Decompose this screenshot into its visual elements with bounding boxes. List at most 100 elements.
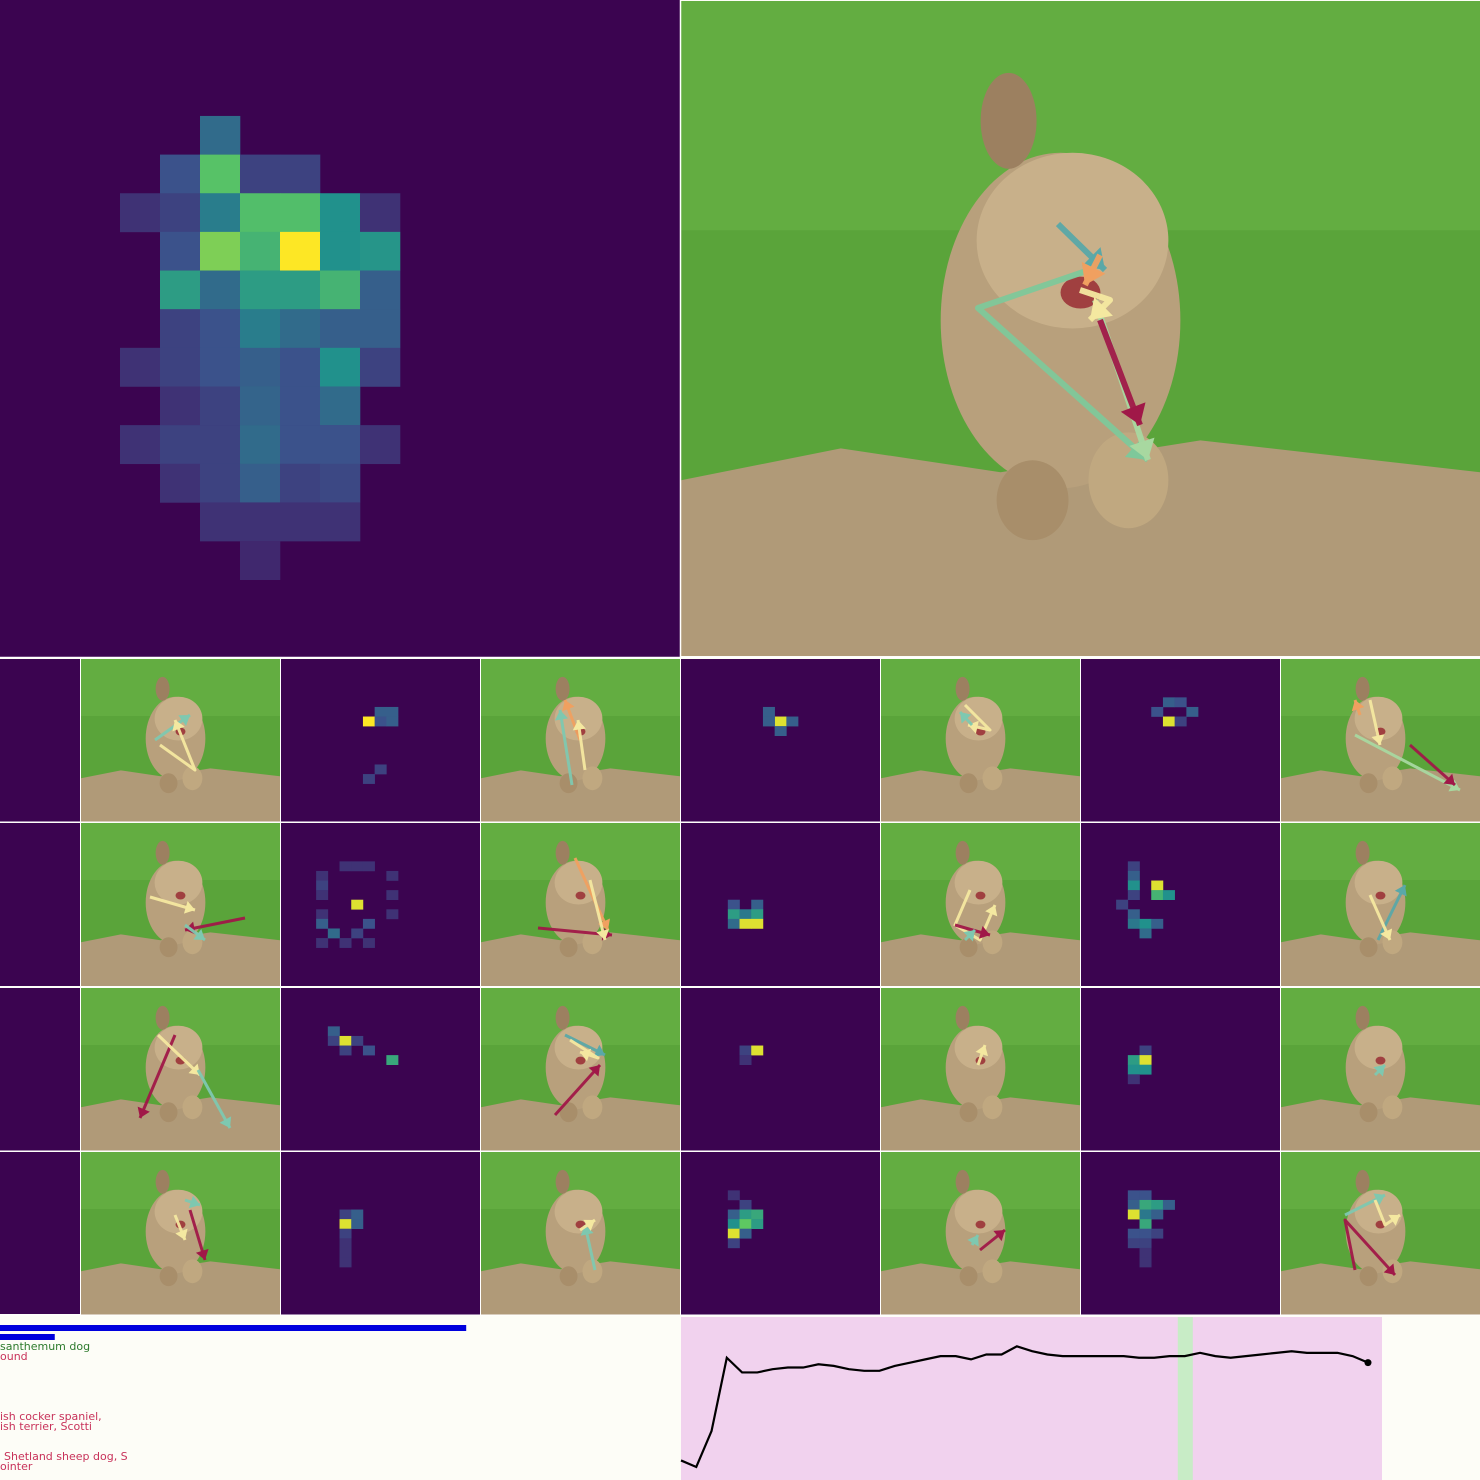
panel-dividers <box>0 0 1480 1315</box>
small-photo <box>1281 1152 1480 1315</box>
heatmap-cell <box>200 193 241 233</box>
attention-arrow <box>1376 884 1407 941</box>
heatmap-cell <box>774 726 787 737</box>
dog-leg <box>982 1259 1003 1284</box>
small-heatmap <box>681 988 880 1151</box>
arrow-head <box>593 1044 605 1057</box>
heatmap-cell <box>786 716 799 727</box>
heatmap-cell <box>339 1219 352 1230</box>
arrow-head <box>960 712 972 724</box>
dog-leg <box>159 1102 178 1123</box>
arrow-head <box>993 1230 1005 1242</box>
heatmap-cell <box>386 1055 399 1066</box>
heatmap-cell <box>200 154 241 194</box>
dirt-mound <box>881 768 1080 822</box>
dog-leg <box>1359 773 1378 794</box>
small-photo <box>1281 823 1480 986</box>
plot-background <box>681 1317 1382 1480</box>
heatmap-cell <box>160 270 201 310</box>
dog-tail <box>1355 676 1370 701</box>
heatmap-cell <box>362 861 375 872</box>
arrow-head <box>583 1219 595 1231</box>
heatmap-cell <box>1151 880 1164 891</box>
heatmap-cell <box>1127 861 1140 872</box>
class-label: ointer <box>0 1460 33 1473</box>
arrow-head <box>580 1225 594 1236</box>
small-heatmap <box>681 659 880 822</box>
heatmap-cell <box>160 463 201 503</box>
heatmap-cell <box>320 231 361 271</box>
heatmap-cell <box>386 870 399 881</box>
heatmap-cell <box>280 154 321 194</box>
heatmap-cell <box>360 347 401 387</box>
heatmap-cell <box>327 928 340 939</box>
line-plot <box>680 1317 1382 1480</box>
heatmap-cell <box>1139 1190 1152 1201</box>
dog-leg <box>559 1266 578 1287</box>
heatmap-cell <box>200 309 241 349</box>
dog-head <box>954 1025 1003 1070</box>
heatmap-cell <box>339 938 352 948</box>
heatmap-cell <box>316 870 329 881</box>
small-heatmap <box>681 1152 880 1315</box>
dog-tail <box>955 676 970 701</box>
heatmap-cell <box>362 918 375 929</box>
heatmap-cell <box>240 425 281 465</box>
heatmap-cell <box>280 193 321 233</box>
heatmap-cell <box>1139 918 1152 929</box>
dog-tongue <box>575 1056 586 1065</box>
heatmap-cell <box>280 502 321 542</box>
arrow-head <box>1373 1065 1385 1077</box>
top-attention-arrows <box>975 221 1155 463</box>
top-attention-heatmap <box>0 0 680 657</box>
arrow-head <box>188 1195 200 1209</box>
heatmap-cell <box>1151 706 1164 717</box>
heatmap-cell <box>1139 1219 1152 1230</box>
small-heatmap <box>0 659 80 822</box>
heatmap-cell <box>386 706 399 717</box>
attention-arrow <box>159 719 197 772</box>
heatmap-cell <box>280 347 321 387</box>
dog-leg <box>182 1259 203 1284</box>
heatmap-cell <box>360 193 401 233</box>
dog-head <box>1354 860 1403 905</box>
arrow-head <box>178 715 190 726</box>
heatmap-cell <box>739 1228 752 1239</box>
arrow-head <box>1090 297 1113 320</box>
attention-arrow <box>588 879 607 941</box>
dog-leg <box>1382 766 1403 791</box>
dog-leg <box>1088 432 1169 529</box>
small-heatmap <box>1081 659 1280 822</box>
heatmap-cell <box>339 1228 352 1239</box>
dog-head <box>954 1189 1003 1234</box>
heatmap-cell <box>751 918 764 929</box>
heatmap-cell <box>727 1209 740 1220</box>
dog-leg <box>182 1095 203 1120</box>
heatmap-cell <box>727 1190 740 1201</box>
small-photo <box>81 823 280 986</box>
heatmap-cell <box>240 541 281 581</box>
heatmap-cell <box>280 309 321 349</box>
heatmap-background <box>681 823 880 986</box>
small-heatmap <box>0 823 80 986</box>
attention-arrow <box>138 1034 177 1119</box>
heatmap-cell <box>200 115 241 155</box>
heatmap-cell <box>240 347 281 387</box>
arrow-head <box>562 700 575 712</box>
heatmap-cell <box>160 425 201 465</box>
heatmap-cell <box>1186 706 1199 717</box>
arrow-head <box>1373 1193 1385 1206</box>
heatmap-cell <box>1127 1074 1140 1085</box>
dirt-mound <box>481 1097 680 1151</box>
heatmap-background <box>281 659 480 822</box>
dog-leg <box>559 1102 578 1123</box>
heatmap-cell <box>351 928 364 939</box>
dog-leg <box>559 937 578 958</box>
heatmap-background <box>1081 1152 1280 1315</box>
dirt-mound <box>81 932 280 986</box>
dog-leg <box>1359 1102 1378 1123</box>
heatmap-cell <box>316 880 329 891</box>
heatmap-cell <box>160 386 201 426</box>
heatmap-cell <box>316 918 329 929</box>
